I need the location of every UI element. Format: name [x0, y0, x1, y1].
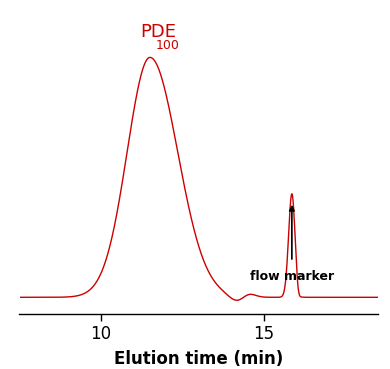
Text: 100: 100: [156, 39, 180, 52]
Text: flow marker: flow marker: [250, 270, 334, 283]
X-axis label: Elution time (min): Elution time (min): [114, 351, 284, 368]
Text: PDE: PDE: [140, 23, 176, 41]
